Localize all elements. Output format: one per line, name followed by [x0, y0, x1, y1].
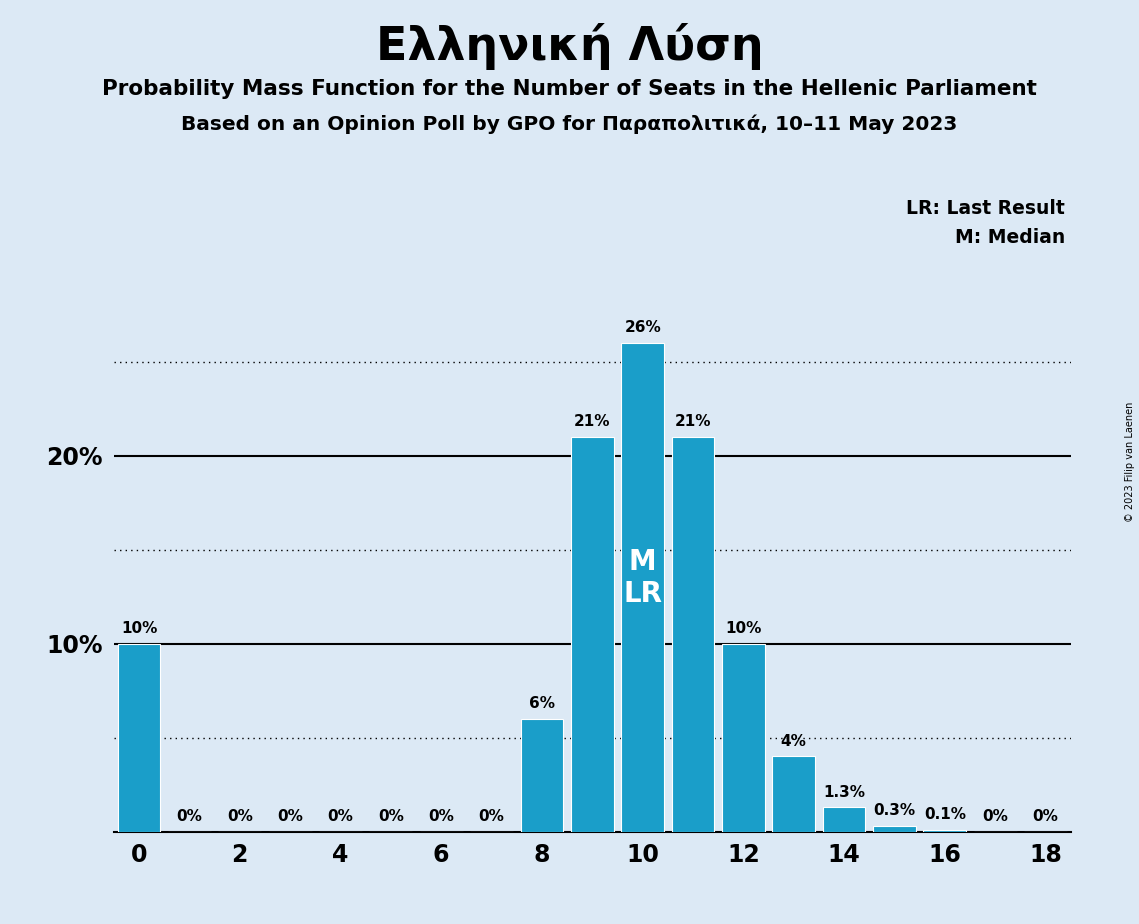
- Bar: [822, 808, 866, 832]
- Text: © 2023 Filip van Laenen: © 2023 Filip van Laenen: [1125, 402, 1134, 522]
- Text: 0%: 0%: [277, 809, 303, 824]
- Text: Based on an Opinion Poll by GPO for Παραπολιτικά, 10–11 May 2023: Based on an Opinion Poll by GPO for Παρα…: [181, 115, 958, 134]
- Text: 21%: 21%: [674, 415, 711, 430]
- Bar: [872, 826, 916, 832]
- Text: 0%: 0%: [378, 809, 404, 824]
- Text: 4%: 4%: [780, 734, 806, 749]
- Bar: [521, 719, 564, 832]
- Text: M: Median: M: Median: [954, 228, 1065, 248]
- Bar: [722, 644, 764, 832]
- Text: M
LR: M LR: [623, 548, 662, 608]
- Text: 0%: 0%: [1033, 809, 1058, 824]
- Bar: [621, 343, 664, 832]
- Text: 10%: 10%: [121, 621, 157, 636]
- Text: 0%: 0%: [982, 809, 1008, 824]
- Bar: [117, 644, 161, 832]
- Text: 0.1%: 0.1%: [924, 808, 966, 822]
- Bar: [924, 830, 966, 832]
- Bar: [772, 757, 816, 832]
- Text: LR: Last Result: LR: Last Result: [907, 199, 1065, 218]
- Text: 21%: 21%: [574, 415, 611, 430]
- Text: Ελληνική Λύση: Ελληνική Λύση: [376, 23, 763, 70]
- Text: 10%: 10%: [726, 621, 762, 636]
- Bar: [571, 437, 614, 832]
- Text: 0%: 0%: [177, 809, 203, 824]
- Text: 6%: 6%: [528, 697, 555, 711]
- Text: 1.3%: 1.3%: [823, 784, 865, 799]
- Text: 0%: 0%: [227, 809, 253, 824]
- Text: 0.3%: 0.3%: [874, 804, 916, 819]
- Text: 0%: 0%: [328, 809, 353, 824]
- Text: Probability Mass Function for the Number of Seats in the Hellenic Parliament: Probability Mass Function for the Number…: [103, 79, 1036, 99]
- Bar: [672, 437, 714, 832]
- Text: 26%: 26%: [624, 321, 661, 335]
- Text: 0%: 0%: [428, 809, 454, 824]
- Text: 0%: 0%: [478, 809, 505, 824]
